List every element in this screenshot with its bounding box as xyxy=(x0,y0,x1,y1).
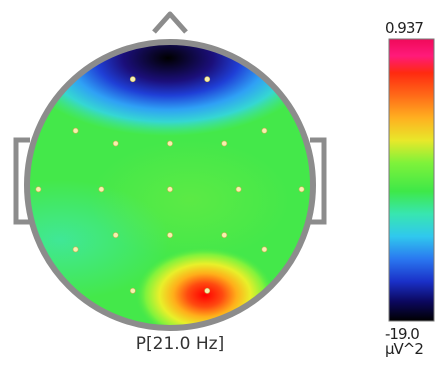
right-ear xyxy=(310,137,327,225)
electrode-marker xyxy=(129,287,136,294)
field-frontal-minimum xyxy=(27,42,313,136)
colorbar-min-label: -19.0 μV^2 xyxy=(385,325,424,358)
electrode-marker xyxy=(72,246,79,253)
electrode-marker xyxy=(261,127,268,134)
electrode-marker xyxy=(221,232,228,238)
field-lime-mid xyxy=(90,140,290,260)
electrode-marker xyxy=(35,186,42,193)
electrode-marker xyxy=(167,232,173,238)
electrode-marker xyxy=(204,287,211,294)
electrode-marker xyxy=(298,186,305,193)
electrode-marker xyxy=(72,127,79,134)
chart-title: P[21.0 Hz] xyxy=(135,334,225,354)
topographic-map xyxy=(13,11,327,331)
electrode-marker xyxy=(167,186,173,193)
colorbar-unit: μV^2 xyxy=(385,340,424,358)
colorbar xyxy=(388,38,435,322)
electrode-markers xyxy=(35,76,305,294)
left-ear xyxy=(13,137,30,225)
colorbar-min-value: -19.0 xyxy=(385,325,420,343)
nose xyxy=(152,11,188,34)
electrode-marker xyxy=(98,186,105,193)
electrode-marker xyxy=(204,76,211,83)
electrode-marker xyxy=(167,140,173,147)
electrode-marker xyxy=(221,140,228,147)
colorbar-max-label: 0.937 xyxy=(385,19,424,37)
electrode-marker xyxy=(112,232,119,238)
electrode-marker xyxy=(129,76,136,83)
head-outline xyxy=(24,39,316,331)
colorbar-gradient xyxy=(388,38,435,322)
electrode-marker xyxy=(235,186,242,193)
electrode-marker xyxy=(112,140,119,147)
electrode-marker xyxy=(261,246,268,253)
